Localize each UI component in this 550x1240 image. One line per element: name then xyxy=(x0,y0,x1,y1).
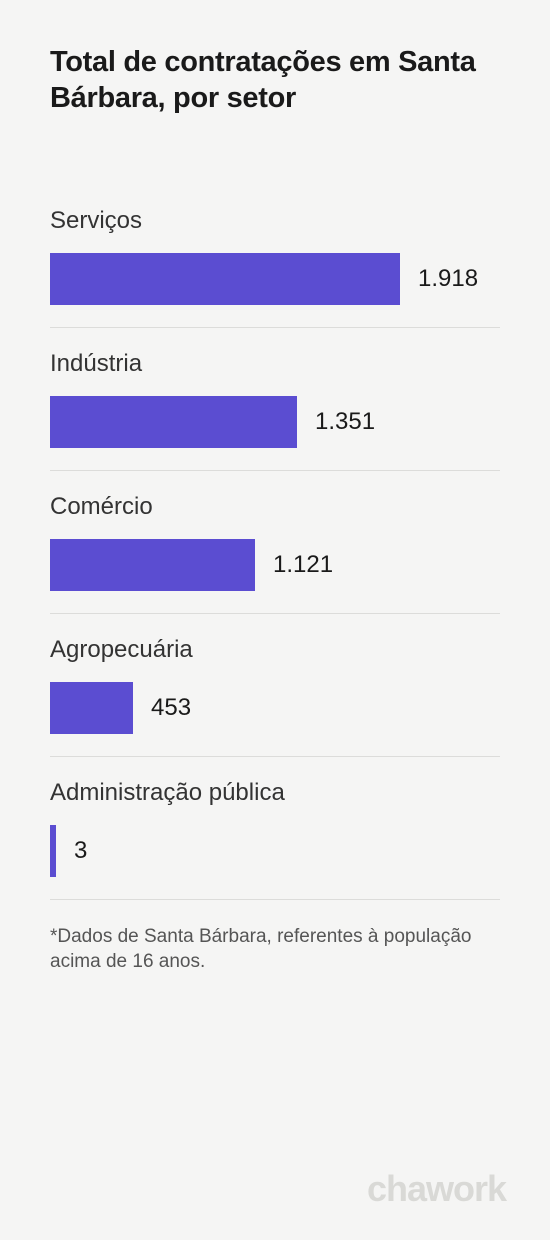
bar-value: 3 xyxy=(74,837,87,865)
bar xyxy=(50,396,297,448)
bar-group: Serviços 1.918 xyxy=(50,207,500,328)
bar xyxy=(50,825,56,877)
bar-group: Comércio 1.121 xyxy=(50,493,500,614)
bar-label: Indústria xyxy=(50,350,500,378)
bar-group: Agropecuária 453 xyxy=(50,636,500,757)
bar-group: Indústria 1.351 xyxy=(50,350,500,471)
bar-value: 1.918 xyxy=(418,265,478,293)
chart-footnote: *Dados de Santa Bárbara, referentes à po… xyxy=(50,924,500,975)
bar xyxy=(50,253,400,305)
bar xyxy=(50,682,133,734)
bar-row: 453 xyxy=(50,682,500,734)
bar-row: 1.918 xyxy=(50,253,500,305)
bar-value: 1.351 xyxy=(315,408,375,436)
bar-label: Comércio xyxy=(50,493,500,521)
bar xyxy=(50,539,255,591)
bar-row: 1.121 xyxy=(50,539,500,591)
bar-label: Serviços xyxy=(50,207,500,235)
brand-logo: chawork xyxy=(367,1168,506,1210)
bar-row: 3 xyxy=(50,825,500,877)
bar-value: 1.121 xyxy=(273,551,333,579)
bar-value: 453 xyxy=(151,694,191,722)
bar-label: Administração pública xyxy=(50,779,500,807)
chart-title: Total de contratações em Santa Bárbara, … xyxy=(50,44,500,117)
bar-label: Agropecuária xyxy=(50,636,500,664)
bar-group: Administração pública 3 xyxy=(50,779,500,900)
chart-card: Total de contratações em Santa Bárbara, … xyxy=(0,0,550,1240)
bar-chart: Serviços 1.918 Indústria 1.351 Comércio 1.121… xyxy=(50,207,500,900)
bar-row: 1.351 xyxy=(50,396,500,448)
